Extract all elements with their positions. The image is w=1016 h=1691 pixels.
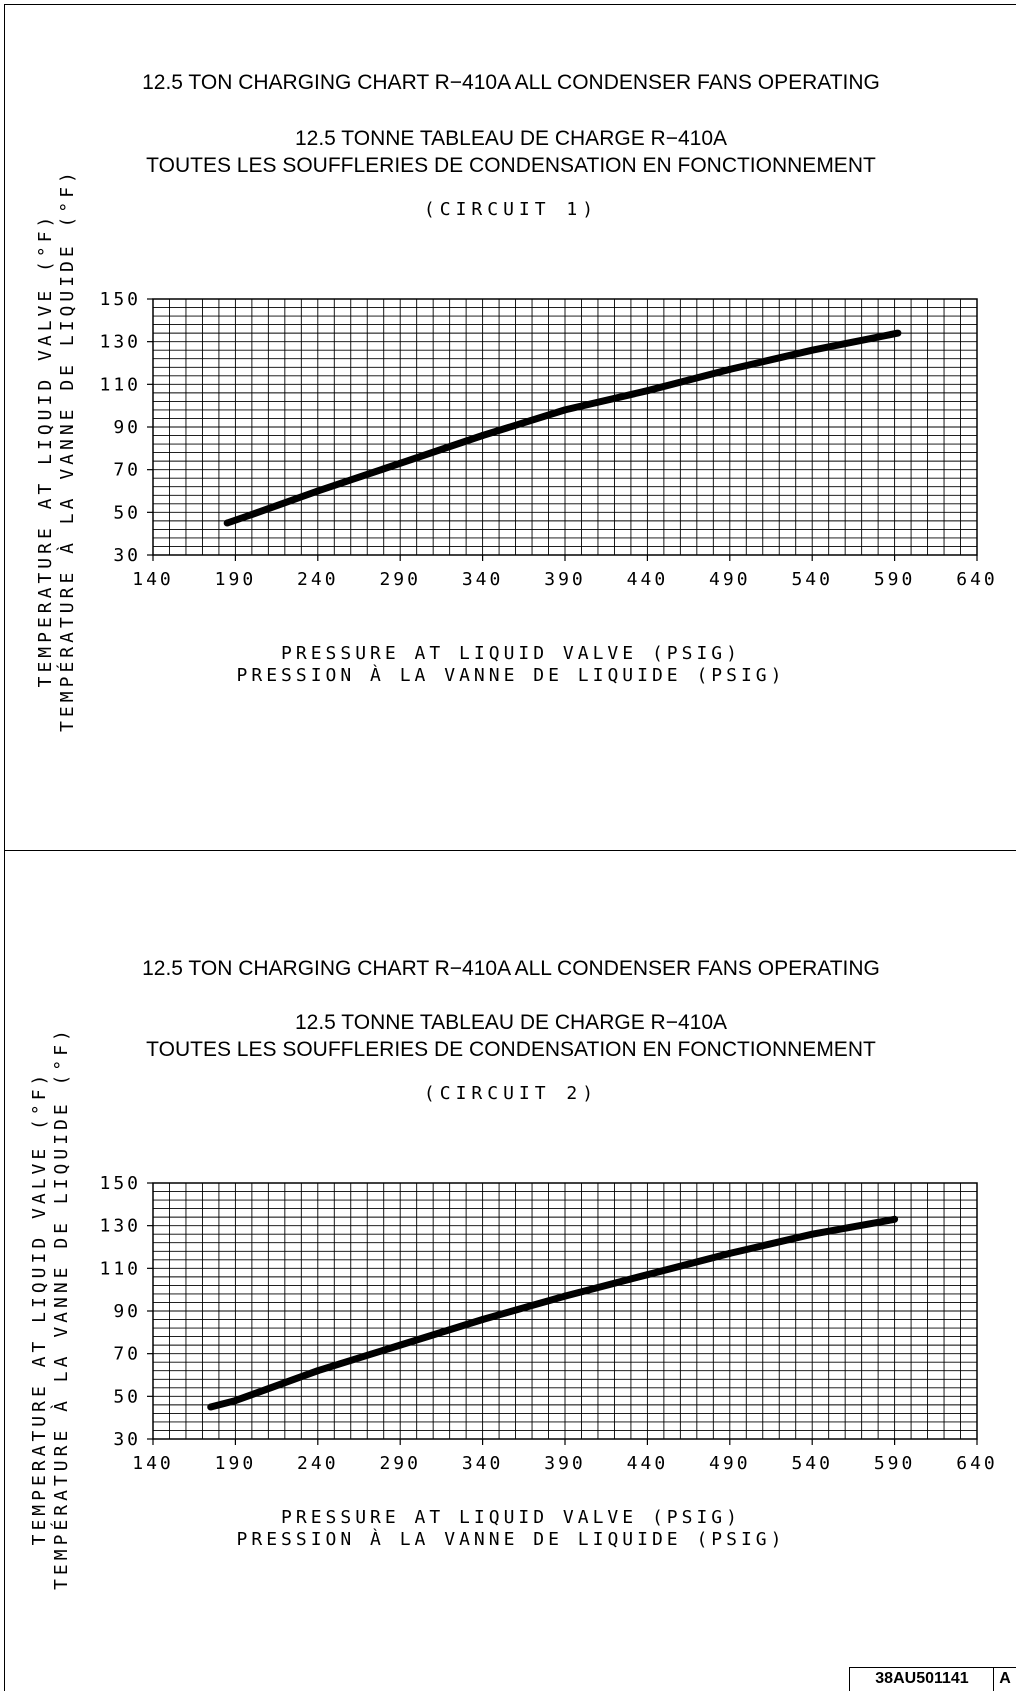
x-tick-label: 290 bbox=[379, 1453, 421, 1474]
x-tick-label: 340 bbox=[462, 1453, 504, 1474]
data-point bbox=[726, 1249, 734, 1257]
x-tick-label: 140 bbox=[132, 1453, 174, 1474]
document-revision: A bbox=[993, 1667, 1016, 1691]
x-tick-label: 440 bbox=[627, 1453, 669, 1474]
y-tick-label: 110 bbox=[99, 374, 141, 395]
x-tick-label: 490 bbox=[709, 569, 751, 590]
x-tick-label: 190 bbox=[215, 569, 257, 590]
data-point bbox=[396, 459, 404, 467]
y-tick-label: 130 bbox=[99, 1216, 141, 1237]
data-point bbox=[643, 1271, 651, 1279]
x-tick-label: 390 bbox=[544, 1453, 586, 1474]
data-point bbox=[894, 329, 902, 337]
y-tick-label: 110 bbox=[99, 1258, 141, 1279]
data-point bbox=[561, 406, 569, 414]
y-tick-label: 90 bbox=[113, 417, 141, 438]
x-tick-label: 240 bbox=[297, 569, 339, 590]
chart-title-en: 12.5 TON CHARGING CHART R−410A ALL CONDE… bbox=[142, 957, 880, 980]
x-tick-label: 140 bbox=[132, 569, 174, 590]
x-tick-label: 190 bbox=[215, 1453, 257, 1474]
data-point bbox=[314, 1367, 322, 1375]
x-axis-label-en: PRESSURE AT LIQUID VALVE (PSIG) bbox=[281, 1507, 741, 1528]
circuit-label: (CIRCUIT 1) bbox=[423, 199, 599, 220]
data-point bbox=[396, 1341, 404, 1349]
data-point bbox=[479, 432, 487, 440]
data-point bbox=[891, 1215, 899, 1223]
x-tick-label: 240 bbox=[297, 1453, 339, 1474]
x-tick-label: 590 bbox=[874, 569, 916, 590]
y-tick-label: 30 bbox=[113, 1429, 141, 1450]
y-axis-label-fr: TEMPÉRATURE À LA VANNE DE LIQUIDE (°F) bbox=[51, 1026, 72, 1590]
chart-title-fr-line2: TOUTES LES SOUFFLERIES DE CONDENSATION E… bbox=[146, 154, 876, 177]
plot-area-circuit-2: 140 190 240 290 340 390 440 490 540 590 640 30 50 70 9… bbox=[99, 1173, 998, 1474]
y-tick-label: 70 bbox=[113, 1344, 141, 1365]
data-point bbox=[248, 510, 256, 518]
x-tick-label: 390 bbox=[544, 569, 586, 590]
x-tick-label: 440 bbox=[627, 569, 669, 590]
data-point bbox=[207, 1403, 215, 1411]
data-point bbox=[808, 1230, 816, 1238]
x-tick-label: 540 bbox=[791, 1453, 833, 1474]
circuit-label: (CIRCUIT 2) bbox=[423, 1083, 599, 1104]
y-tick-label: 50 bbox=[113, 502, 141, 523]
y-axis-label-en: TEMPERATURE AT LIQUID VALVE (°F) bbox=[29, 1070, 50, 1546]
x-tick-label: 640 bbox=[956, 569, 998, 590]
y-tick-label: 70 bbox=[113, 460, 141, 481]
x-tick-label: 290 bbox=[379, 569, 421, 590]
y-tick-label: 150 bbox=[99, 1173, 141, 1194]
y-axis-label-en: TEMPERATURE AT LIQUID VALVE (°F) bbox=[35, 212, 56, 688]
x-axis-label-fr: PRESSION À LA VANNE DE LIQUIDE (PSIG) bbox=[236, 1529, 786, 1550]
plot-area-circuit-1: 140 190 240 290 340 390 440 490 540 590 640 30 50 70 9… bbox=[99, 289, 998, 590]
x-axis-label-en: PRESSURE AT LIQUID VALVE (PSIG) bbox=[281, 643, 741, 664]
data-point bbox=[314, 487, 322, 495]
data-point bbox=[231, 1397, 239, 1405]
data-point bbox=[223, 519, 231, 527]
grid bbox=[152, 298, 978, 556]
y-tick-label: 90 bbox=[113, 1301, 141, 1322]
y-tick-label: 50 bbox=[113, 1386, 141, 1407]
y-tick-label: 30 bbox=[113, 545, 141, 566]
chart-panel-circuit-1: 12.5 TON CHARGING CHART R−410A ALL CONDE… bbox=[4, 4, 1016, 851]
data-point bbox=[561, 1292, 569, 1300]
chart-title-fr-line2: TOUTES LES SOUFFLERIES DE CONDENSATION E… bbox=[146, 1038, 876, 1061]
chart-panel-circuit-2: 12.5 TON CHARGING CHART R−410A ALL CONDE… bbox=[4, 850, 1016, 1691]
x-tick-label: 640 bbox=[956, 1453, 998, 1474]
y-tick-label: 150 bbox=[99, 289, 141, 310]
y-axis-label-fr: TEMPÉRATURE À LA VANNE DE LIQUIDE (°F) bbox=[57, 168, 78, 732]
series-line bbox=[209, 1215, 896, 1411]
chart-title-fr-line1: 12.5 TONNE TABLEAU DE CHARGE R−410A bbox=[294, 1011, 728, 1034]
data-point bbox=[643, 387, 651, 395]
data-point bbox=[808, 346, 816, 354]
data-point bbox=[479, 1316, 487, 1324]
x-tick-label: 490 bbox=[709, 1453, 751, 1474]
x-tick-label: 340 bbox=[462, 569, 504, 590]
x-tick-label: 590 bbox=[874, 1453, 916, 1474]
series-line bbox=[226, 329, 899, 527]
document-number-box: 38AU501141 bbox=[849, 1667, 993, 1691]
chart-title-en: 12.5 TON CHARGING CHART R−410A ALL CONDE… bbox=[142, 71, 880, 94]
x-axis-label-fr: PRESSION À LA VANNE DE LIQUIDE (PSIG) bbox=[236, 665, 786, 686]
chart-title-fr-line1: 12.5 TONNE TABLEAU DE CHARGE R−410A bbox=[294, 127, 728, 150]
y-tick-label: 130 bbox=[99, 332, 141, 353]
document-number: 38AU501141 bbox=[875, 1670, 969, 1687]
x-tick-label: 540 bbox=[791, 569, 833, 590]
grid bbox=[152, 1182, 978, 1440]
data-point bbox=[726, 365, 734, 373]
